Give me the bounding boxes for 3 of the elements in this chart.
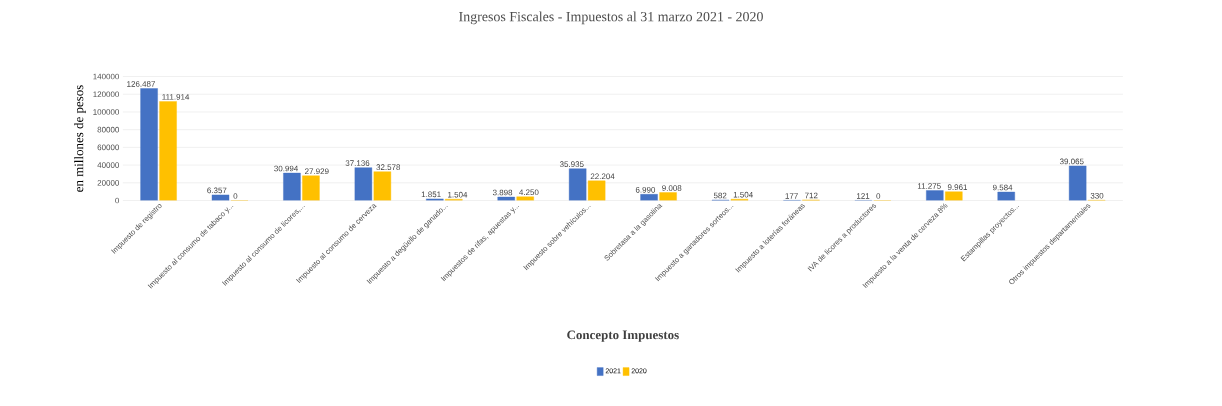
chart-title: Ingresos Fiscales - Impuestos al 31 marzo 2021 - 2020 bbox=[459, 11, 763, 25]
y-axis-title: en millones de pesos bbox=[74, 85, 86, 192]
x-axis-title: Concepto Impuestos bbox=[567, 330, 679, 342]
